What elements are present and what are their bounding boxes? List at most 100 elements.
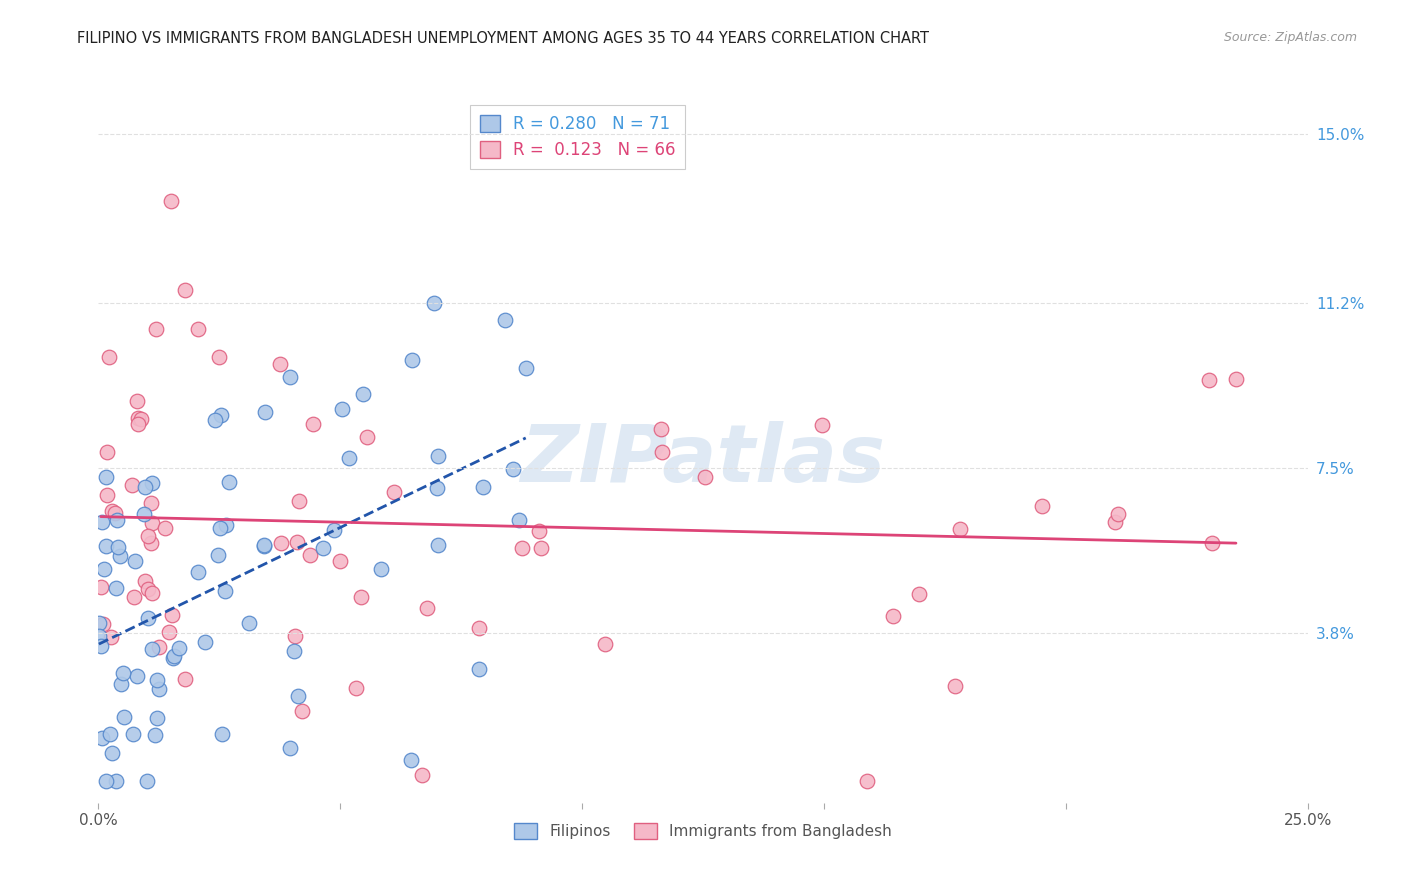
Point [344,681,367,695]
Point [103,507,125,521]
Point [215,517,238,532]
Point [169,641,191,656]
Point [330,402,353,417]
Point [187,322,209,336]
Point [121,478,143,492]
Point [384,485,406,500]
Point [162,649,184,664]
Point [278,369,301,384]
Point [1201,536,1223,550]
Point [91,616,114,631]
Point [302,417,325,431]
Point [209,408,232,422]
Point [141,476,163,491]
Point [811,418,834,433]
Point [467,662,489,676]
Point [136,773,159,788]
Point [502,462,524,476]
Point [143,728,166,742]
Point [218,475,240,489]
Point [138,529,160,543]
Point [370,562,392,576]
Point [100,630,122,644]
Point [100,504,122,518]
Point [284,629,307,643]
Point [1104,515,1126,529]
Point [209,521,232,535]
Point [211,727,233,741]
Point [112,710,135,724]
Point [515,360,537,375]
Point [145,322,167,336]
Point [411,768,433,782]
Point [238,616,260,631]
Point [508,513,530,527]
Point [136,582,159,596]
Point [107,540,129,554]
Point [423,296,446,310]
Point [329,554,352,568]
Point [278,741,301,756]
Point [427,538,450,552]
Point [94,540,117,554]
Point [139,496,162,510]
Point [356,429,378,443]
Point [253,405,276,419]
Point [1225,372,1247,386]
Point [695,470,717,484]
Point [157,625,180,640]
Point [139,535,162,549]
Point [87,629,110,643]
Point [160,194,183,208]
Point [426,450,449,464]
Point [194,634,217,648]
Point [468,621,491,635]
Point [350,591,373,605]
Point [943,679,966,693]
Point [141,586,163,600]
Text: ZIPatlas: ZIPatlas [520,421,886,500]
Point [100,746,122,760]
Point [204,413,226,427]
Point [110,676,132,690]
Legend: Filipinos, Immigrants from Bangladesh: Filipinos, Immigrants from Bangladesh [508,817,898,845]
Point [153,520,176,534]
Point [174,673,197,687]
Point [141,516,163,531]
Point [291,704,314,718]
Point [207,548,229,562]
Point [125,668,148,682]
Point [299,549,322,563]
Point [104,773,127,788]
Point [162,651,184,665]
Point [399,753,422,767]
Point [426,481,449,495]
Point [337,450,360,465]
Point [416,601,439,615]
Point [96,445,118,459]
Point [494,313,516,327]
Point [97,350,120,364]
Text: Source: ZipAtlas.com: Source: ZipAtlas.com [1223,31,1357,45]
Point [129,411,152,425]
Point [285,535,308,549]
Point [94,470,117,484]
Point [121,726,143,740]
Point [312,541,335,555]
Point [146,711,169,725]
Text: FILIPINO VS IMMIGRANTS FROM BANGLADESH UNEMPLOYMENT AMONG AGES 35 TO 44 YEARS CO: FILIPINO VS IMMIGRANTS FROM BANGLADESH U… [77,31,929,46]
Point [98,727,121,741]
Point [208,350,231,364]
Point [1198,373,1220,387]
Point [401,353,423,368]
Point [148,640,170,654]
Point [160,608,183,623]
Point [187,565,209,579]
Point [593,637,616,651]
Point [651,444,673,458]
Point [1031,499,1053,513]
Point [323,523,346,537]
Point [148,681,170,696]
Point [174,283,197,297]
Point [134,480,156,494]
